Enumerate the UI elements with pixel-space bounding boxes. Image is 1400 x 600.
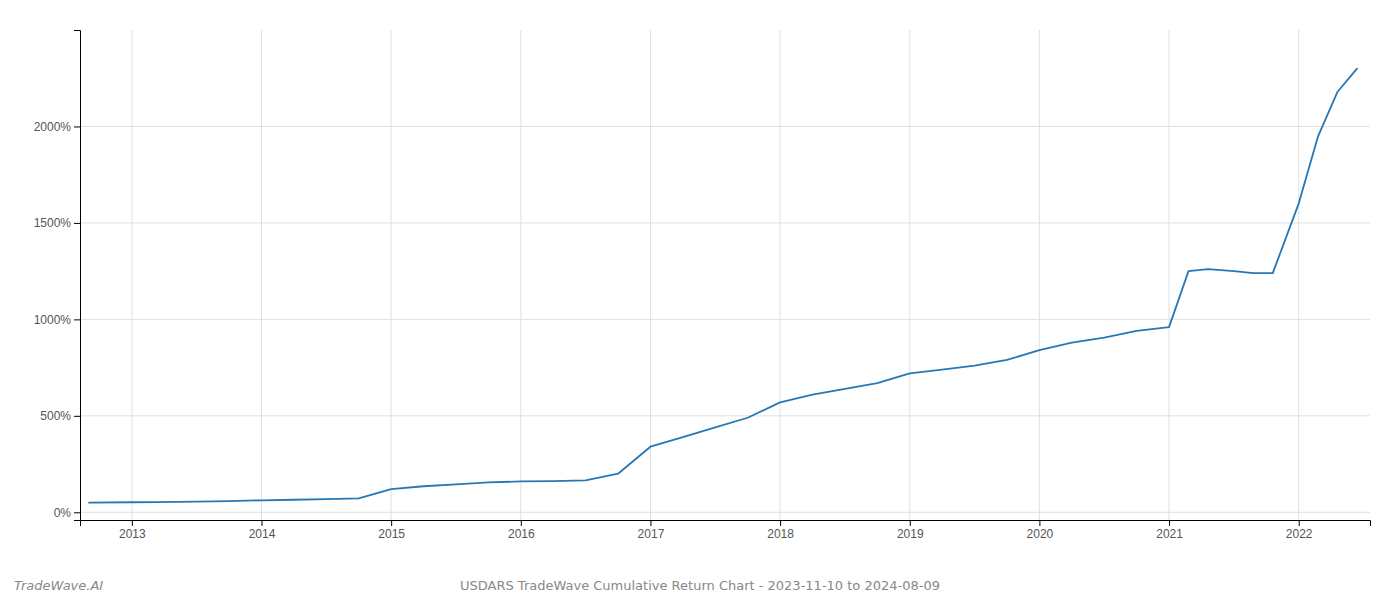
tick-mark xyxy=(910,520,911,526)
tick-mark xyxy=(650,520,651,526)
tick: 2019 xyxy=(897,520,924,541)
chart: 2013 2014 2015 2016 2017 2018 2019 2020 2021 2022… xyxy=(0,0,1400,600)
axis-line xyxy=(74,31,81,521)
tick-mark xyxy=(1039,520,1040,526)
grid-line xyxy=(1169,30,1170,520)
grid-line xyxy=(80,319,1370,320)
tick-label: 2019 xyxy=(897,527,924,541)
grid-line xyxy=(780,30,781,520)
tick-mark xyxy=(132,520,133,526)
grid-line xyxy=(80,415,1370,416)
line xyxy=(89,69,1357,503)
tick-label: 2016 xyxy=(508,527,535,541)
tick: 1500% xyxy=(34,216,80,230)
tick: 2022 xyxy=(1286,520,1313,541)
plot: 2013 2014 2015 2016 2017 2018 2019 2020 2021 2022… xyxy=(34,30,1371,541)
tick: 500% xyxy=(40,409,80,423)
tick-label: 2022 xyxy=(1286,527,1313,541)
grid-line xyxy=(1298,30,1299,520)
tick-label: 0% xyxy=(54,506,72,520)
tick-mark xyxy=(1169,520,1170,526)
grid-line xyxy=(261,30,262,520)
tick-mark xyxy=(74,512,80,513)
tick-label: 2020 xyxy=(1027,527,1054,541)
tick-label: 1500% xyxy=(34,216,72,230)
grid xyxy=(80,30,1370,520)
footer: USDARS TradeWave Cumulative Return Chart… xyxy=(460,578,940,593)
tick-label: 2015 xyxy=(378,527,405,541)
tick-mark xyxy=(74,416,80,417)
tick-mark xyxy=(391,520,392,526)
tick: 2018 xyxy=(767,520,794,541)
tick: 2013 xyxy=(119,520,146,541)
tick-mark xyxy=(262,520,263,526)
tick-label: 2021 xyxy=(1156,527,1183,541)
tick: 1000% xyxy=(34,313,80,327)
tick-label: 2013 xyxy=(119,527,146,541)
grid-line xyxy=(80,222,1370,223)
tick-mark xyxy=(1299,520,1300,526)
tick-mark xyxy=(74,223,80,224)
tick: 2000% xyxy=(34,120,80,134)
tick-label: 2018 xyxy=(767,527,794,541)
tick: 2016 xyxy=(508,520,535,541)
marks xyxy=(89,69,1357,503)
tick-label: 2000% xyxy=(34,120,72,134)
tick: 2017 xyxy=(638,520,665,541)
grid-line xyxy=(391,30,392,520)
tick: 2014 xyxy=(249,520,276,541)
tick-mark xyxy=(74,126,80,127)
y-axis: 0% 500% 1000% 1500% 2000% xyxy=(34,31,81,521)
grid-line xyxy=(520,30,521,520)
grid-line xyxy=(909,30,910,520)
tick-mark xyxy=(74,319,80,320)
tick: 2021 xyxy=(1156,520,1183,541)
grid-line xyxy=(80,126,1370,127)
grid-line xyxy=(131,30,132,520)
tick-label: 2017 xyxy=(638,527,665,541)
tick-mark xyxy=(521,520,522,526)
tick-label: 500% xyxy=(40,409,71,423)
tick-mark xyxy=(780,520,781,526)
tick: 2020 xyxy=(1027,520,1054,541)
footer: TradeWave.AI xyxy=(14,578,103,593)
grid-line xyxy=(1039,30,1040,520)
tick-label: 1000% xyxy=(34,313,72,327)
tick: 0% xyxy=(54,506,80,520)
grid-line xyxy=(80,512,1370,513)
axis-line xyxy=(81,521,1371,527)
tick-label: 2014 xyxy=(249,527,276,541)
x-axis: 2013 2014 2015 2016 2017 2018 2019 2020 2021 2022 xyxy=(81,520,1371,541)
tick: 2015 xyxy=(378,520,405,541)
